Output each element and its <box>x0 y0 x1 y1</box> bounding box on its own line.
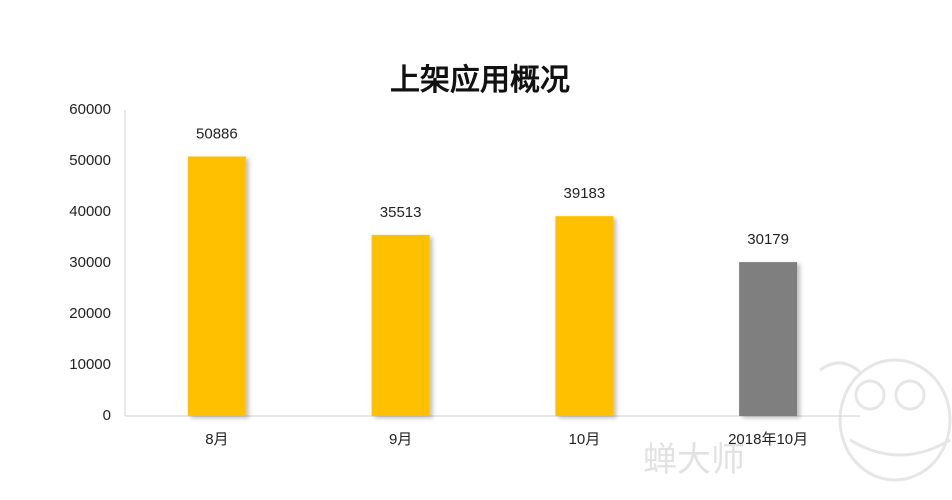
data-label: 39183 <box>564 185 606 202</box>
bar <box>371 234 430 416</box>
y-tick-label: 10000 <box>69 356 111 373</box>
x-tick-label: 10月 <box>569 431 601 448</box>
y-tick-label: 50000 <box>69 152 111 169</box>
data-label: 50886 <box>196 125 238 142</box>
bar <box>187 156 246 417</box>
x-tick-label: 2018年10月 <box>728 431 808 448</box>
x-tick-label: 8月 <box>205 431 228 448</box>
bar <box>555 216 614 416</box>
data-label: 30179 <box>747 231 789 248</box>
chart-title: 上架应用概况 <box>390 63 570 97</box>
watermark-icon <box>819 358 952 482</box>
y-tick-label: 0 <box>103 407 111 424</box>
y-tick-label: 20000 <box>69 305 111 322</box>
watermark: 蝉大师 <box>643 441 745 479</box>
y-tick-label: 60000 <box>69 101 111 118</box>
bar <box>739 262 798 416</box>
y-tick-label: 30000 <box>69 254 111 271</box>
x-tick-label: 9月 <box>389 431 412 448</box>
y-tick-label: 40000 <box>69 203 111 220</box>
data-label: 35513 <box>380 204 422 221</box>
